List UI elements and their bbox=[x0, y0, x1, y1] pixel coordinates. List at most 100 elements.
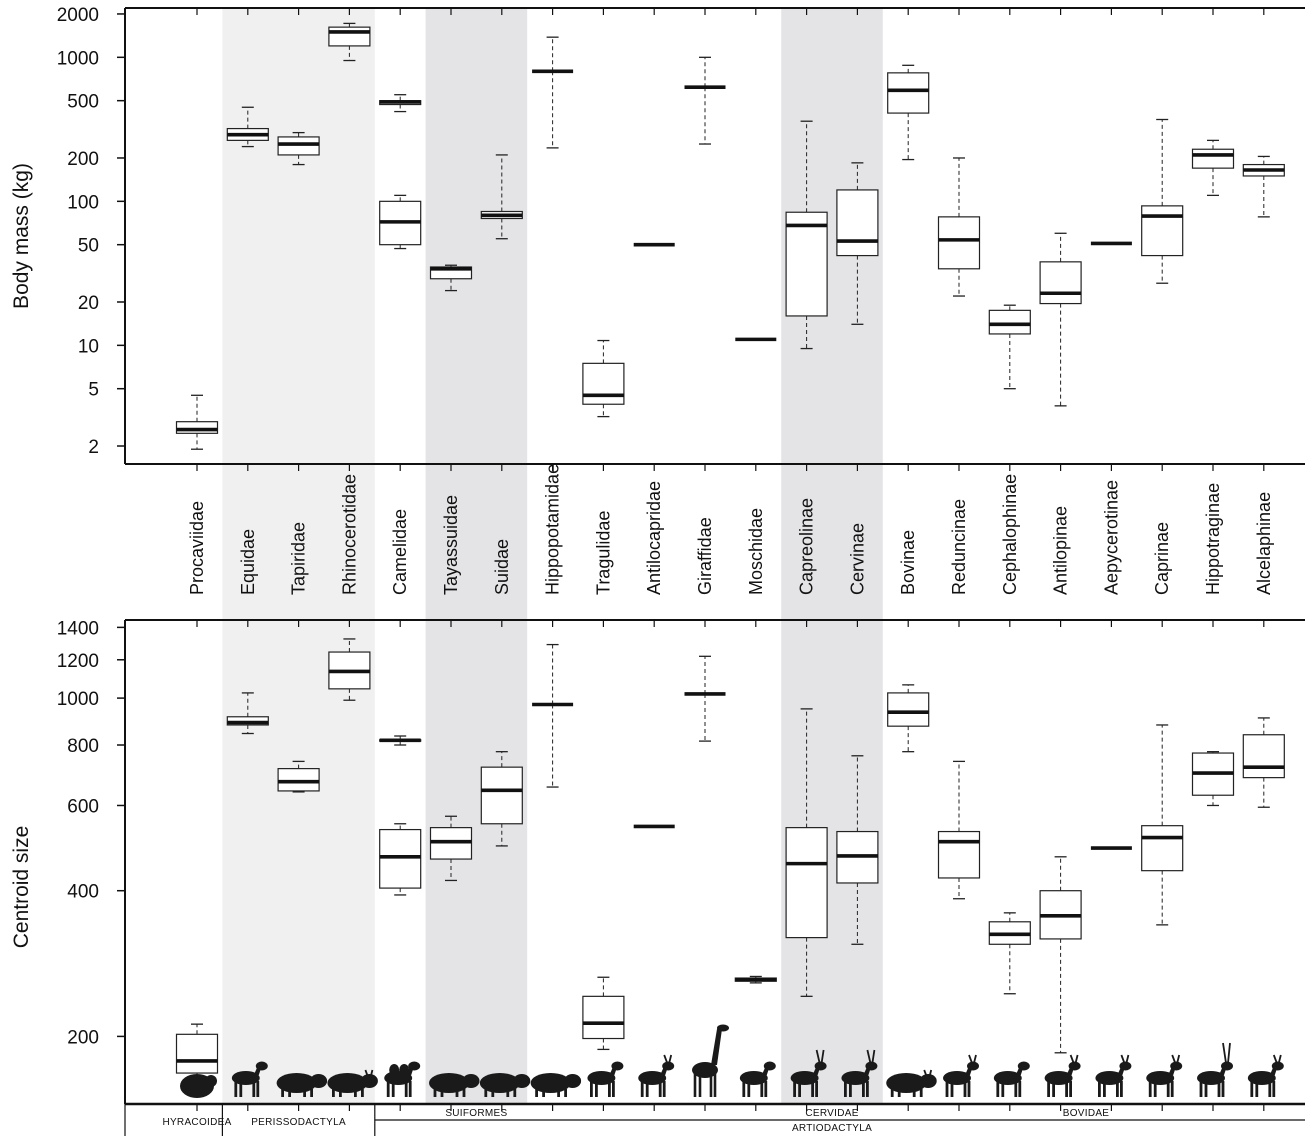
leg bbox=[811, 1081, 814, 1097]
leg bbox=[1047, 1081, 1050, 1097]
leg bbox=[1217, 1081, 1221, 1097]
leg bbox=[793, 1081, 796, 1097]
leg bbox=[1120, 1081, 1123, 1097]
taxon-label: PERISSODACTYLA bbox=[251, 1117, 346, 1128]
centroid-size-box bbox=[887, 684, 930, 753]
leg bbox=[815, 1081, 818, 1097]
wildebeest-icon bbox=[1247, 1054, 1284, 1097]
leg bbox=[912, 1089, 916, 1097]
horn bbox=[968, 1054, 973, 1064]
leg bbox=[698, 1070, 702, 1097]
leg bbox=[354, 1089, 357, 1097]
leg bbox=[897, 1089, 901, 1097]
leg bbox=[967, 1081, 971, 1097]
body-mass-box bbox=[582, 339, 625, 418]
box-iqr bbox=[988, 309, 1031, 335]
centroid-size-box bbox=[937, 760, 981, 900]
impala-icon bbox=[1095, 1054, 1132, 1097]
head bbox=[919, 1074, 937, 1088]
leg bbox=[1255, 1081, 1259, 1097]
goat-icon bbox=[1146, 1054, 1183, 1097]
head bbox=[1271, 1061, 1284, 1071]
box-iqr bbox=[887, 692, 930, 727]
leg bbox=[256, 1081, 260, 1097]
peccary-icon bbox=[429, 1073, 480, 1097]
chevrotain-icon bbox=[587, 1061, 624, 1097]
head bbox=[360, 1074, 378, 1088]
body-mass-box bbox=[175, 394, 219, 450]
body-mass-box bbox=[429, 264, 473, 292]
horn bbox=[815, 1049, 821, 1064]
leg bbox=[713, 1070, 717, 1097]
horn bbox=[1222, 1042, 1227, 1064]
head bbox=[865, 1061, 878, 1071]
horse-icon bbox=[231, 1061, 268, 1097]
leg bbox=[645, 1081, 649, 1097]
head bbox=[1017, 1061, 1030, 1071]
category-label: Tapiridae bbox=[289, 522, 309, 595]
leg bbox=[693, 1070, 697, 1097]
leg bbox=[1250, 1081, 1254, 1097]
category-label: Moschidae bbox=[746, 508, 766, 595]
box-iqr bbox=[785, 827, 828, 939]
head bbox=[814, 1061, 827, 1071]
leg bbox=[862, 1081, 865, 1097]
leg bbox=[404, 1081, 408, 1097]
head bbox=[1221, 1061, 1233, 1071]
category-label: Procaviidae bbox=[187, 501, 207, 595]
leg bbox=[1166, 1081, 1170, 1097]
leg bbox=[440, 1089, 444, 1097]
body-mass-box bbox=[1039, 232, 1082, 407]
head bbox=[564, 1074, 582, 1088]
body-mass-box bbox=[887, 64, 930, 161]
centroid-size-box bbox=[277, 760, 320, 793]
leg bbox=[433, 1089, 437, 1097]
leg bbox=[747, 1081, 751, 1097]
rhino-icon bbox=[327, 1069, 378, 1097]
bison-icon bbox=[886, 1069, 937, 1097]
box-iqr bbox=[429, 266, 473, 280]
leg bbox=[919, 1089, 923, 1097]
y-tick-label: 500 bbox=[67, 92, 99, 113]
leg bbox=[513, 1089, 517, 1097]
head bbox=[1119, 1061, 1132, 1071]
horn bbox=[820, 1049, 825, 1064]
centroid-size-box bbox=[582, 976, 625, 1051]
y-tick-label: 50 bbox=[78, 236, 99, 257]
y-tick-label: 20 bbox=[78, 293, 99, 314]
category-label: Hippopotamidae bbox=[543, 464, 563, 595]
box-iqr bbox=[379, 828, 422, 889]
hyrax-icon bbox=[180, 1074, 217, 1098]
category-label: Antilocapridae bbox=[644, 481, 664, 595]
body-mass-box bbox=[379, 194, 422, 250]
category-label: Cephalophinae bbox=[1000, 474, 1020, 595]
leg bbox=[1098, 1081, 1101, 1097]
leg bbox=[332, 1089, 335, 1097]
centroid-size-box bbox=[836, 755, 879, 945]
horn bbox=[1074, 1054, 1079, 1064]
camel-icon bbox=[384, 1061, 421, 1097]
leg bbox=[1148, 1081, 1152, 1097]
leg bbox=[1221, 1081, 1225, 1097]
body-mass-box bbox=[785, 120, 828, 350]
leg bbox=[866, 1081, 869, 1097]
category-label: Hippotraginae bbox=[1203, 483, 1223, 595]
neck bbox=[711, 1029, 722, 1065]
horn bbox=[871, 1049, 876, 1064]
centroid-size-box bbox=[1242, 717, 1285, 808]
leg bbox=[608, 1081, 611, 1097]
leg bbox=[1001, 1081, 1005, 1097]
taxon-label: ARTIODACTYLA bbox=[792, 1123, 872, 1134]
leg bbox=[484, 1089, 488, 1097]
centroid-size-box bbox=[734, 975, 777, 984]
leg bbox=[1199, 1081, 1203, 1097]
leg bbox=[658, 1081, 662, 1097]
horn bbox=[1176, 1054, 1181, 1064]
leg bbox=[640, 1081, 644, 1097]
body-mass-box bbox=[836, 162, 879, 325]
horn bbox=[1277, 1054, 1282, 1064]
taxon-label: HYRACOIDEA bbox=[162, 1117, 231, 1128]
gazelle-icon bbox=[1044, 1054, 1081, 1097]
category-label: Antilopinae bbox=[1051, 506, 1071, 595]
centroid-size-box bbox=[988, 912, 1031, 995]
